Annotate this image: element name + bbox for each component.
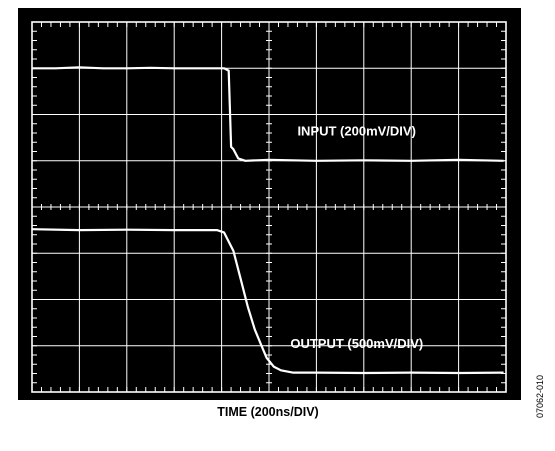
figure-code: 07062-010 [535, 375, 545, 418]
output-trace [31, 228, 504, 375]
input-trace-label: INPUT (200mV/DIV) [297, 123, 415, 138]
annotations: INPUT (200mV/DIV) OUTPUT (500mV/DIV) [290, 123, 423, 351]
x-axis-label: TIME (200ns/DIV) [217, 405, 318, 419]
output-trace-label: OUTPUT (500mV/DIV) [290, 336, 423, 351]
input-trace [32, 66, 504, 162]
traces [31, 66, 504, 375]
figure-code-text: 07062-010 [535, 375, 545, 418]
